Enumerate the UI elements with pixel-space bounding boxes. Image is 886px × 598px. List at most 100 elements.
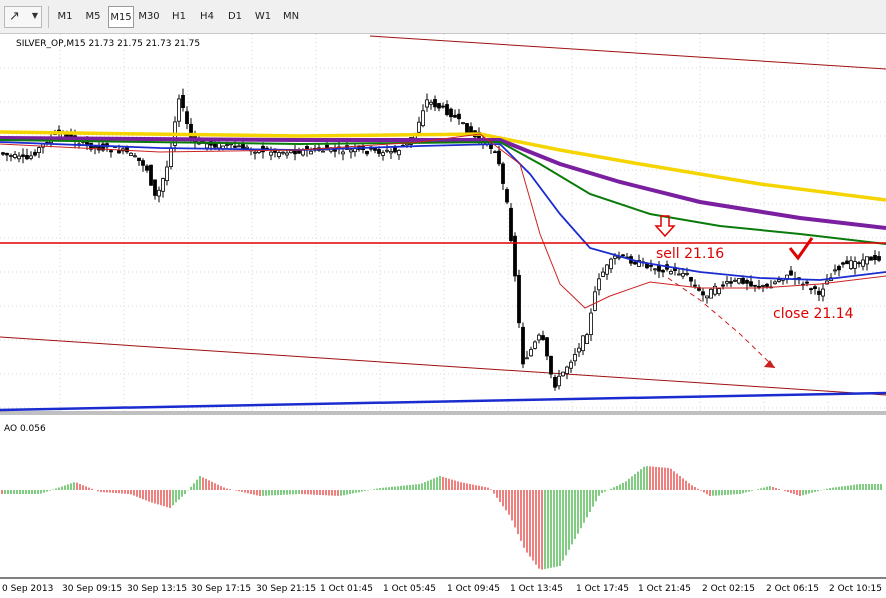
timeframe-toolbar: ↗ ▼ M1 M5 M15 M30 H1 H4 D1 W1 MN <box>0 0 886 34</box>
candle-body <box>849 260 853 269</box>
moving-average-line <box>0 139 886 245</box>
candle-body <box>321 150 325 153</box>
candle-body <box>545 337 549 357</box>
candle-body <box>425 99 429 108</box>
timeframe-m30[interactable]: M30 <box>138 11 160 22</box>
candle-body <box>537 334 541 341</box>
candle-body <box>857 262 861 265</box>
candle-body <box>573 354 577 362</box>
candle-body <box>393 147 397 153</box>
candle-body <box>733 279 737 282</box>
candle-body <box>445 104 449 116</box>
time-axis-label: 2 Oct 06:15 <box>766 584 819 594</box>
candle-body <box>681 273 685 277</box>
candle-body <box>605 264 609 275</box>
candle-body <box>529 349 533 357</box>
time-axis-label: 2 Oct 10:15 <box>829 584 882 594</box>
moving-average-line <box>0 136 886 230</box>
candle-body <box>809 288 813 291</box>
candle-body <box>765 283 769 287</box>
candle-body <box>277 152 281 157</box>
candle-body <box>713 285 717 295</box>
timeframe-d1[interactable]: D1 <box>227 11 243 22</box>
candle-body <box>253 151 257 154</box>
candle-body <box>565 366 569 375</box>
candle-body <box>245 146 249 149</box>
tool-dropdown[interactable]: ↗ ▼ <box>4 6 42 28</box>
candle-body <box>585 334 589 344</box>
candle-body <box>381 152 385 156</box>
candle-body <box>721 284 725 287</box>
candle-body <box>145 165 149 171</box>
trend-lines <box>0 35 886 412</box>
candle-body <box>845 260 849 265</box>
timeframe-m15[interactable]: M15 <box>108 6 134 28</box>
moving-averages <box>0 130 886 309</box>
timeframe-h4[interactable]: H4 <box>200 11 214 22</box>
candle-body <box>205 143 209 149</box>
projection-arrow <box>667 277 776 369</box>
candle-body <box>349 149 353 153</box>
candle-body <box>549 355 553 375</box>
sell-arrow-icon <box>654 215 676 238</box>
candle-body <box>101 143 105 151</box>
chevron-down-icon: ▼ <box>31 11 38 20</box>
toolbar-divider <box>48 6 49 28</box>
candle-body <box>521 326 525 365</box>
candle-body <box>821 288 825 297</box>
candle-body <box>569 361 573 369</box>
candle-body <box>237 145 241 148</box>
timeframe-h1[interactable]: H1 <box>172 11 186 22</box>
time-axis-label: 30 Sep 17:15 <box>191 584 251 594</box>
candle-body <box>157 189 161 197</box>
timeframe-m1[interactable]: M1 <box>57 11 73 22</box>
timeframe-mn[interactable]: MN <box>282 11 300 22</box>
candle-body <box>717 288 721 295</box>
candle-body <box>689 277 693 282</box>
time-axis-labels: 0 Sep 2013 30 Sep 09:15 30 Sep 13:15 30 Sep… <box>2 584 882 594</box>
candle-body <box>661 269 665 273</box>
chart-area[interactable]: sell 21.16 close 21.14 SILVER_OP,M15 21.… <box>0 34 886 598</box>
candle-body <box>761 284 765 287</box>
candle-body <box>497 150 501 165</box>
chart-background <box>0 34 886 598</box>
candle-body <box>501 163 505 184</box>
candle-body <box>289 150 293 154</box>
candle-body <box>837 265 841 271</box>
candle-body <box>437 103 441 109</box>
candle-body <box>457 113 461 120</box>
candle-body <box>181 95 185 109</box>
candle-body <box>865 256 869 265</box>
candle-body <box>525 357 529 360</box>
time-axis-label: 0 Sep 2013 <box>2 584 53 594</box>
candle-body <box>225 144 229 147</box>
candle-body <box>589 312 593 336</box>
candle-body <box>877 256 881 261</box>
candle-body <box>621 254 625 257</box>
candle-body <box>165 166 169 182</box>
candle-body <box>705 295 709 299</box>
candle-body <box>233 145 237 148</box>
candle-body <box>461 122 465 124</box>
candle-body <box>657 265 661 272</box>
candle-body <box>129 152 133 157</box>
candle-body <box>669 271 673 275</box>
sell-annotation: sell 21.16 <box>656 246 724 262</box>
candle-body <box>581 335 585 352</box>
candle-body <box>141 160 145 166</box>
candle-body <box>9 155 13 157</box>
candle-body <box>185 111 189 125</box>
candle-body <box>593 291 597 311</box>
timeframe-w1[interactable]: W1 <box>254 11 272 22</box>
candle-body <box>117 150 121 154</box>
candle-body <box>609 258 613 270</box>
candle-body <box>137 157 141 161</box>
candle-body <box>817 290 821 295</box>
candle-body <box>509 207 513 242</box>
timeframe-m5[interactable]: M5 <box>85 11 101 22</box>
candle-body <box>465 123 469 133</box>
candle-body <box>93 146 97 149</box>
candle-body <box>97 146 101 151</box>
time-axis-label: 1 Oct 01:45 <box>320 584 373 594</box>
candle-body <box>513 235 517 277</box>
